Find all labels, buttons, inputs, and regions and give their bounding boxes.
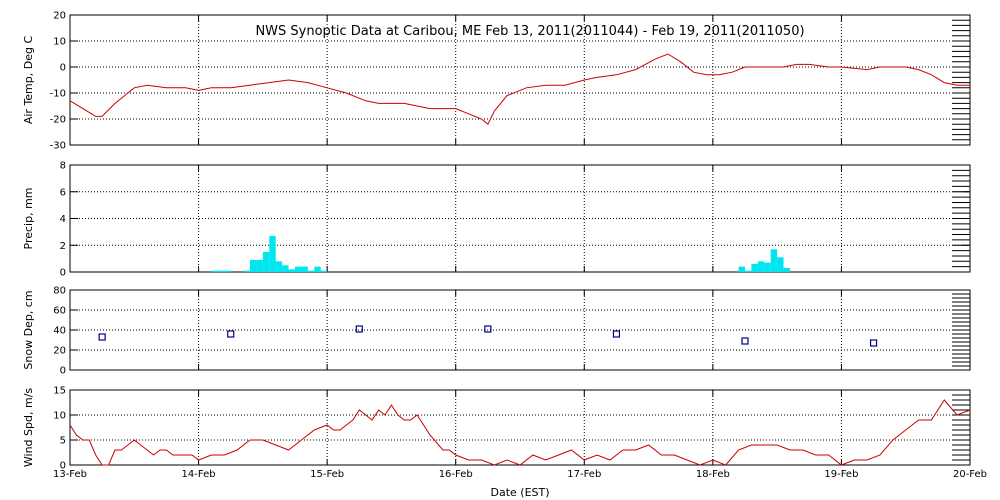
series-line (69, 399, 971, 466)
y-tick-label: 10 (53, 411, 66, 422)
x-tick-label: 16-Feb (439, 469, 473, 480)
precip-bar (243, 270, 250, 272)
y-tick-label: 6 (60, 187, 66, 198)
y-tick-label: 4 (60, 214, 66, 225)
precip-bar (301, 266, 308, 272)
chart-title: NWS Synoptic Data at Caribou, ME Feb 13,… (255, 24, 804, 39)
precip-bar (757, 261, 765, 272)
panel-3: 80 60 40 20 0 Snow Dep, cm (22, 286, 971, 377)
precip-bar (211, 270, 218, 272)
y-tick-label: -30 (50, 141, 66, 152)
y-tick-label: -10 (50, 89, 66, 100)
y-tick-label: 0 (60, 268, 66, 279)
precip-bar (217, 270, 225, 272)
precip-bar (295, 266, 302, 272)
y-axis-title: Snow Dep, cm (22, 290, 35, 369)
precip-bar (262, 251, 270, 272)
precip-bar (275, 261, 283, 272)
precip-bar (314, 266, 321, 272)
y-tick-label: 0 (60, 366, 66, 377)
precip-bar (764, 262, 771, 272)
precip-bar (738, 266, 745, 272)
precip-bar (777, 257, 784, 272)
snow-depth-point (741, 337, 749, 345)
panel-frame (69, 289, 971, 371)
x-tick-label: 20-Feb (953, 469, 987, 480)
panel-1: 20 10 0 -10 -20 -30 Air Temp, Deg C (22, 11, 971, 152)
precip-bar (256, 259, 263, 272)
y-tick-label: 10 (53, 37, 66, 48)
y-tick-label: 0 (60, 63, 66, 74)
snow-depth-point (98, 333, 106, 341)
y-tick-label: 5 (60, 436, 66, 447)
precip-bar (288, 269, 295, 272)
y-tick-label: 0 (60, 461, 66, 472)
precip-bar (282, 265, 289, 272)
series-line (69, 53, 970, 125)
y-tick-label: 40 (53, 326, 66, 337)
x-tick-label: 19-Feb (824, 469, 858, 480)
y-tick-label: 60 (53, 306, 66, 317)
y-tick-label: 80 (53, 286, 66, 297)
snow-depth-point (484, 325, 492, 333)
x-tick-label: 17-Feb (567, 469, 601, 480)
y-axis-title: Air Temp, Deg C (22, 36, 35, 125)
precip-bar (783, 267, 790, 272)
snow-depth-point (612, 330, 621, 338)
x-tick-label: 14-Feb (182, 469, 216, 480)
y-tick-label: 2 (60, 241, 66, 252)
y-tick-label: 15 (53, 386, 66, 397)
y-tick-label: 20 (53, 11, 66, 22)
y-tick-label: 20 (53, 346, 66, 357)
panel-frame (69, 164, 971, 273)
x-tick-label: 15-Feb (310, 469, 344, 480)
y-tick-label: 8 (60, 161, 66, 172)
panel-frame (69, 14, 971, 146)
precip-bar (751, 263, 758, 272)
snow-depth-point (869, 339, 878, 347)
y-axis-title: Precip, mm (22, 188, 35, 250)
x-tick-label: 13-Feb (53, 469, 87, 480)
precip-bar (320, 270, 328, 272)
x-axis-title: Date (EST) (490, 486, 549, 499)
panel-2: 8 6 4 2 0 Precip, mm (22, 161, 971, 279)
snow-depth-point (227, 330, 235, 338)
precip-bar (250, 259, 257, 272)
snow-depth-point (355, 325, 363, 333)
precip-bar (770, 249, 778, 272)
precip-bar (745, 270, 752, 272)
y-tick-label: -20 (50, 115, 66, 126)
y-axis-title: Wind Spd, m/s (22, 388, 35, 468)
precip-bar (269, 235, 276, 272)
panel-4: 15 10 5 0 Wind Spd, m/s (22, 386, 971, 472)
panel-frame (69, 389, 971, 466)
precip-bar (224, 270, 231, 272)
x-tick-label: 18-Feb (696, 469, 730, 480)
precip-bar (307, 270, 315, 272)
